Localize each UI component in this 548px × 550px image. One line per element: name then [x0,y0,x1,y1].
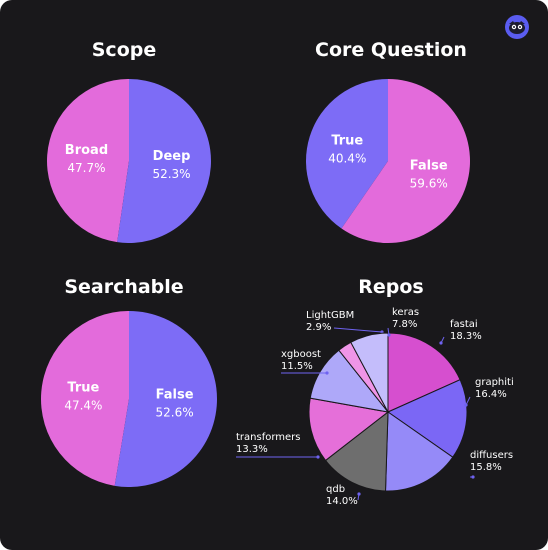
slice-label-repos-transformers: transformers [236,432,301,443]
pie-searchable: True 47.4% False 52.6% [40,311,217,487]
slice-pct-repos-transformers: 13.3% [236,444,268,455]
slice-repos-diffusers[interactable] [385,411,454,492]
slice-repos-graphiti[interactable] [386,379,468,458]
slice-pct-scope-broad: 47.7% [67,161,105,175]
slice-pct-repos-keras: 7.8% [392,319,417,330]
pie-scope: Broad 47.7% Deep 52.3% [46,79,212,243]
slice-pct-searchable-false: 52.6% [156,406,194,420]
slice-repos-qdb[interactable] [324,410,389,492]
pie-core-question: True 40.4% False 59.6% [305,79,470,243]
leader-dot-graphiti [464,403,468,407]
slice-pct-core-question-true: 40.4% [328,151,366,165]
slice-pct-core-question-false: 59.6% [410,177,448,191]
slice-label-scope-broad: Broad [65,143,108,158]
leader-dot-fastai [439,341,443,345]
slice-repos-fastai[interactable] [387,332,461,413]
chart-title-scope: Scope [91,39,157,61]
slice-core-question-true[interactable] [305,79,388,229]
slice-pct-repos-qdb: 14.0% [326,496,358,507]
slice-scope-deep[interactable] [117,79,212,243]
slice-label-repos-fastai: fastai [450,319,478,330]
slice-repos-transformers[interactable] [308,397,390,462]
leader-dot-xgboost [325,371,329,375]
slice-searchable-true[interactable] [40,311,129,486]
slice-pct-repos-xgboost: 11.5% [281,361,313,372]
slice-pct-searchable-true: 47.4% [64,398,102,412]
slice-pct-repos-fastai: 18.3% [450,331,482,342]
slice-core-question-false[interactable] [341,79,470,243]
slice-label-scope-deep: Deep [153,149,191,164]
slice-scope-broad[interactable] [46,79,129,243]
mascot-logo-icon [505,15,529,39]
slice-label-repos-qdb: qdb [326,484,345,495]
leader-dot-diffusers [471,475,475,479]
slice-pct-repos-graphiti: 16.4% [475,389,507,400]
leader-dot-transformers [316,455,320,459]
chart-title-searchable: Searchable [64,276,184,298]
slice-label-repos-lightgbm: LightGBM [306,310,354,321]
slice-label-core-question-true: True [331,133,363,148]
chart-title-core-question: Core Question [315,39,467,61]
slice-label-core-question-false: False [410,159,448,174]
slice-label-searchable-false: False [156,388,194,403]
slice-pct-scope-deep: 52.3% [152,167,190,181]
slice-label-searchable-true: True [67,380,99,395]
slice-label-repos-diffusers: diffusers [470,450,513,461]
leader-dot-qdb [357,492,361,496]
slice-label-repos-xgboost: xgboost [281,349,321,360]
slice-label-repos-graphiti: graphiti [475,377,514,388]
slice-repos-keras[interactable] [350,332,389,413]
chart-title-repos: Repos [358,276,424,298]
slice-pct-repos-diffusers: 15.8% [470,462,502,473]
slice-label-repos-keras: keras [392,307,419,318]
slice-pct-repos-lightgbm: 2.9% [306,322,331,333]
leader-dot-keras [387,333,391,337]
leader-line-lightgbm [333,327,383,333]
slice-searchable-false[interactable] [114,311,217,487]
